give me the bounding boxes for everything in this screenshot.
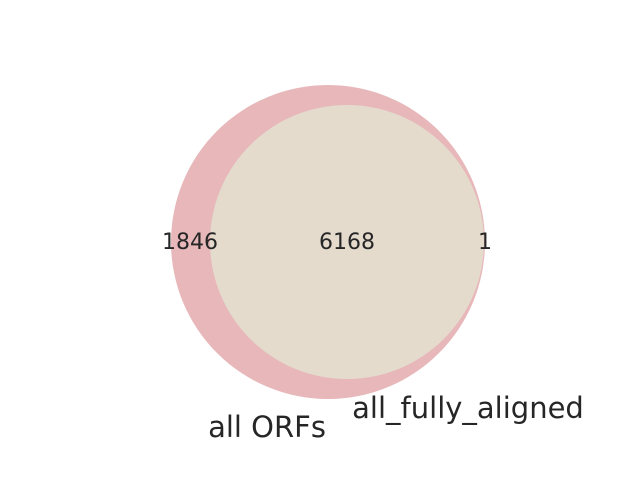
region-count-intersection: 6168 <box>319 230 375 255</box>
set-circle-all-fully-aligned <box>210 105 484 379</box>
set-label-all-fully-aligned: all_fully_aligned <box>352 391 584 425</box>
region-count-only-all-orfs: 1846 <box>162 230 218 255</box>
region-count-only-all-fully-aligned: 1 <box>478 230 492 255</box>
set-label-all-orfs: all ORFs <box>208 410 326 444</box>
